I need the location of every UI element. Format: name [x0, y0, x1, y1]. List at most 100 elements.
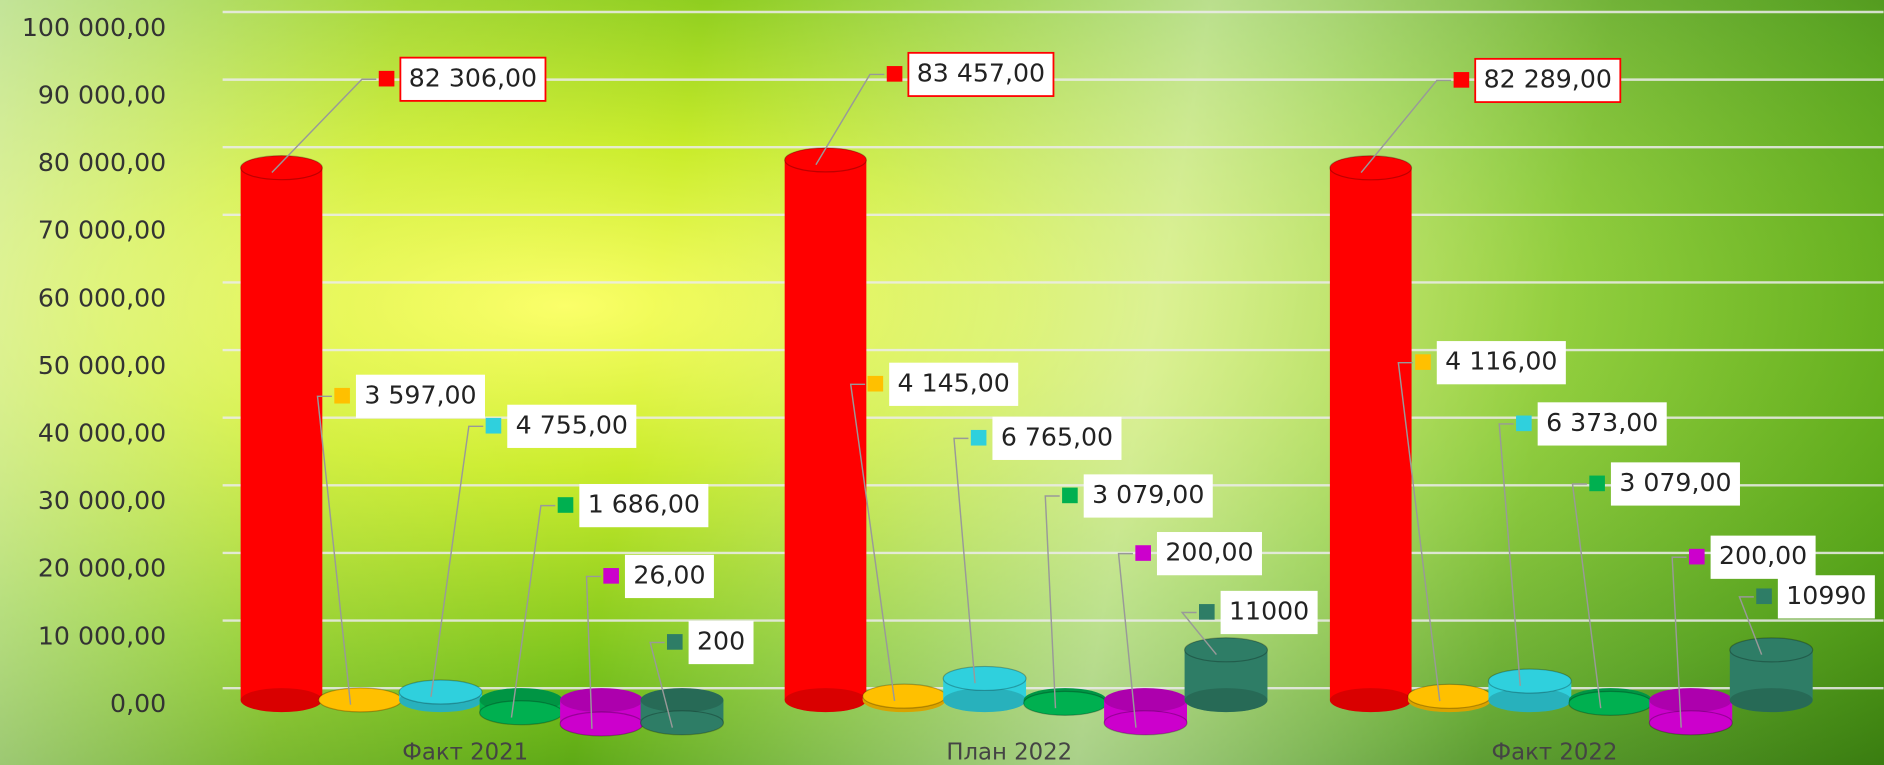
y-tick-label: 100 000,00	[22, 13, 166, 42]
data-label: 4 145,00	[889, 363, 1018, 406]
x-tick-label: План 2022	[946, 739, 1072, 765]
cylinder-top	[1488, 669, 1571, 693]
cylinder-top	[319, 688, 402, 712]
data-label: 200,00	[1711, 536, 1816, 579]
leader-line	[431, 426, 483, 696]
legend-key	[603, 568, 619, 584]
data-label: 11000	[1221, 591, 1318, 634]
y-tick-label: 70 000,00	[38, 216, 166, 245]
legend-key	[887, 66, 903, 82]
data-label: 3 079,00	[1611, 462, 1740, 505]
legend-key	[971, 430, 987, 446]
cylinder-top	[480, 701, 563, 725]
legend-key	[558, 497, 574, 513]
cylinder	[863, 684, 946, 712]
data-label-text: 200,00	[1719, 541, 1807, 570]
data-label-text: 82 289,00	[1484, 64, 1612, 93]
legend-key	[1756, 588, 1772, 604]
cylinder-top	[1649, 711, 1732, 735]
cylinder	[1104, 688, 1187, 735]
cylinder-shade	[1185, 688, 1268, 712]
data-label: 3 597,00	[356, 375, 485, 418]
cylinder	[1730, 638, 1813, 712]
cylinder-shade	[785, 688, 867, 712]
legend-key	[1135, 545, 1151, 561]
legend-key	[1689, 549, 1705, 565]
cylinder-top	[1024, 691, 1107, 715]
y-tick-label: 0,00	[110, 689, 166, 718]
y-tick-label: 20 000,00	[38, 554, 166, 583]
cylinder	[241, 156, 323, 712]
page: 0,0010 000,0020 000,0030 000,0040 000,00…	[0, 0, 1884, 765]
leader-line	[1499, 424, 1520, 686]
data-label: 1 686,00	[579, 484, 708, 527]
cylinder	[641, 688, 724, 735]
cylinder	[1408, 684, 1491, 712]
cylinder	[943, 666, 1026, 712]
legend-key	[1062, 488, 1078, 504]
legend-key	[868, 376, 884, 392]
x-tick-label: Факт 2021	[402, 739, 528, 765]
chart: 0,0010 000,0020 000,0030 000,0040 000,00…	[0, 0, 1884, 765]
cylinder	[1488, 669, 1571, 712]
leader-line	[1045, 496, 1059, 708]
cylinder-shade	[1730, 688, 1813, 712]
data-label-text: 200,00	[1165, 538, 1253, 567]
cylinder-top	[641, 711, 724, 735]
y-tick-label: 50 000,00	[38, 351, 166, 380]
leader-line	[954, 438, 975, 683]
legend-key	[1589, 476, 1605, 492]
bar	[1330, 168, 1412, 700]
data-label: 83 457,00	[908, 53, 1053, 96]
data-label: 10990	[1778, 575, 1875, 618]
data-label: 6 373,00	[1538, 402, 1667, 445]
cylinder	[1330, 156, 1412, 712]
data-label-text: 1 686,00	[588, 490, 700, 519]
data-label-text: 200	[697, 627, 745, 656]
y-tick-label: 40 000,00	[38, 419, 166, 448]
cylinder	[785, 148, 867, 712]
cylinder-top	[785, 148, 867, 172]
y-tick-label: 90 000,00	[38, 80, 166, 109]
data-label-text: 6 765,00	[1001, 422, 1113, 451]
legend-key	[1199, 604, 1215, 620]
leader-line	[511, 506, 555, 718]
data-label: 26,00	[625, 555, 714, 598]
data-label: 82 289,00	[1475, 59, 1620, 102]
data-label-text: 4 116,00	[1445, 347, 1557, 376]
cylinder-top	[1104, 711, 1187, 735]
cylinder	[480, 688, 563, 725]
leader-line	[1572, 484, 1600, 708]
data-label-text: 3 597,00	[364, 380, 476, 409]
cylinder	[1185, 638, 1268, 712]
legend-key	[667, 634, 683, 650]
cylinder-top	[943, 666, 1026, 690]
cylinder-top	[1330, 156, 1412, 180]
cylinder	[1649, 688, 1732, 735]
cylinder-shade	[560, 688, 643, 712]
cylinder-top	[399, 680, 482, 704]
cylinder-top	[241, 156, 323, 180]
cylinder	[319, 688, 402, 712]
data-label-text: 11000	[1229, 596, 1309, 625]
x-tick-label: Факт 2022	[1492, 739, 1618, 765]
y-tick-label: 10 000,00	[38, 621, 166, 650]
legend-key	[1415, 354, 1431, 370]
data-label: 200,00	[1157, 532, 1262, 575]
cylinder	[560, 688, 643, 736]
data-label-text: 6 373,00	[1546, 408, 1658, 437]
cylinder-shade	[1649, 688, 1732, 712]
data-label-text: 4 145,00	[898, 368, 1010, 397]
data-label-text: 10990	[1786, 581, 1866, 610]
data-label: 4 116,00	[1437, 341, 1566, 384]
cylinder	[1569, 688, 1652, 715]
data-label-text: 4 755,00	[516, 410, 628, 439]
cylinder-shade	[1104, 688, 1187, 712]
cylinder-top	[1408, 684, 1491, 708]
cylinder	[1024, 688, 1107, 715]
data-label: 4 755,00	[507, 405, 636, 448]
cylinder-top	[1569, 691, 1652, 715]
data-label: 3 079,00	[1084, 474, 1213, 517]
data-label: 200	[689, 621, 754, 664]
legend-key	[486, 418, 502, 434]
